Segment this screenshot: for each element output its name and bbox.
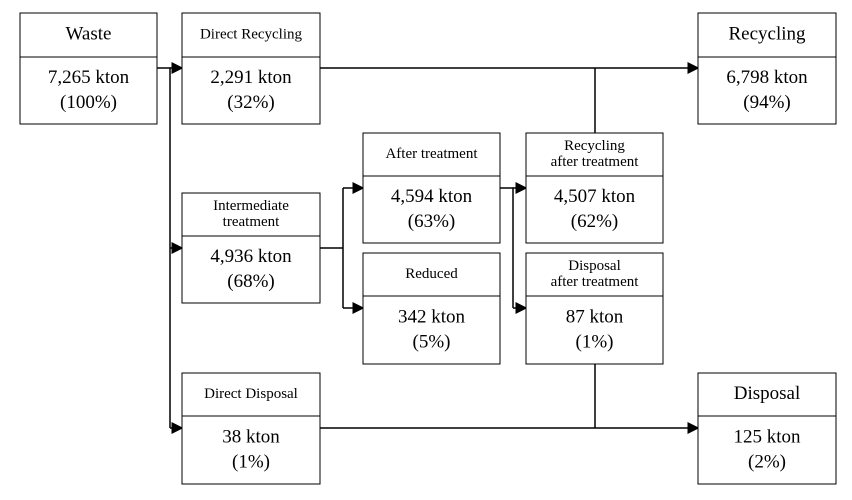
node-share: (1%): [576, 331, 614, 352]
node-title: Direct Recycling: [200, 26, 303, 42]
node-title: After treatment: [385, 146, 478, 162]
node-value: 342 kton: [398, 306, 466, 327]
node-title: after treatment: [551, 274, 640, 290]
node-value: 87 kton: [566, 306, 624, 327]
node-value: 38 kton: [222, 426, 280, 447]
connector: [320, 188, 344, 308]
node-title: Disposal: [734, 383, 801, 404]
box: [697, 372, 837, 485]
box: [181, 12, 321, 125]
node-title: Reduced: [405, 266, 458, 282]
node-value: 125 kton: [733, 426, 801, 447]
node-title: treatment: [223, 214, 280, 230]
node-title: Direct Disposal: [204, 386, 298, 402]
node-box: Disposal 125 kton (2%): [697, 372, 837, 485]
node-title: Recycling: [564, 138, 625, 154]
node-share: (100%): [60, 92, 117, 113]
node-title: after treatment: [551, 154, 640, 170]
box: [181, 372, 321, 485]
box: [697, 12, 837, 125]
node-box: Reduced 342 kton (5%): [362, 252, 501, 365]
node-share: (32%): [227, 92, 274, 113]
box: [525, 252, 664, 365]
node-value: 4,594 kton: [391, 186, 473, 207]
node-share: (68%): [227, 271, 274, 292]
connector: [157, 67, 171, 428]
node-share: (94%): [743, 92, 790, 113]
connector: [500, 187, 514, 308]
node-share: (63%): [408, 211, 455, 232]
node-box: Waste 7,265 kton (100%): [19, 12, 158, 125]
node-value: 4,507 kton: [554, 186, 636, 207]
node-title: Intermediate: [213, 198, 289, 214]
node-box: Direct Disposal 38 kton (1%): [181, 372, 321, 485]
node-share: (62%): [571, 211, 618, 232]
connectors: [157, 62, 700, 434]
box: [362, 132, 501, 244]
node-value: 2,291 kton: [210, 67, 292, 88]
box: [19, 12, 158, 125]
box: [181, 192, 321, 304]
node-value: 6,798 kton: [726, 67, 808, 88]
node-title: Disposal: [568, 258, 621, 274]
box: [525, 132, 664, 244]
node-box: After treatment 4,594 kton (63%): [362, 132, 501, 244]
node-title: Waste: [66, 23, 112, 44]
node-title: Recycling: [728, 23, 806, 44]
node-box: Direct Recycling 2,291 kton (32%): [181, 12, 321, 125]
node-share: (2%): [748, 451, 786, 472]
box: [362, 252, 501, 365]
node-value: 4,936 kton: [210, 246, 292, 267]
node-share: (5%): [413, 331, 451, 352]
node-share: (1%): [232, 451, 270, 472]
node-box: Recycling 6,798 kton (94%): [697, 12, 837, 125]
node-value: 7,265 kton: [48, 67, 130, 88]
